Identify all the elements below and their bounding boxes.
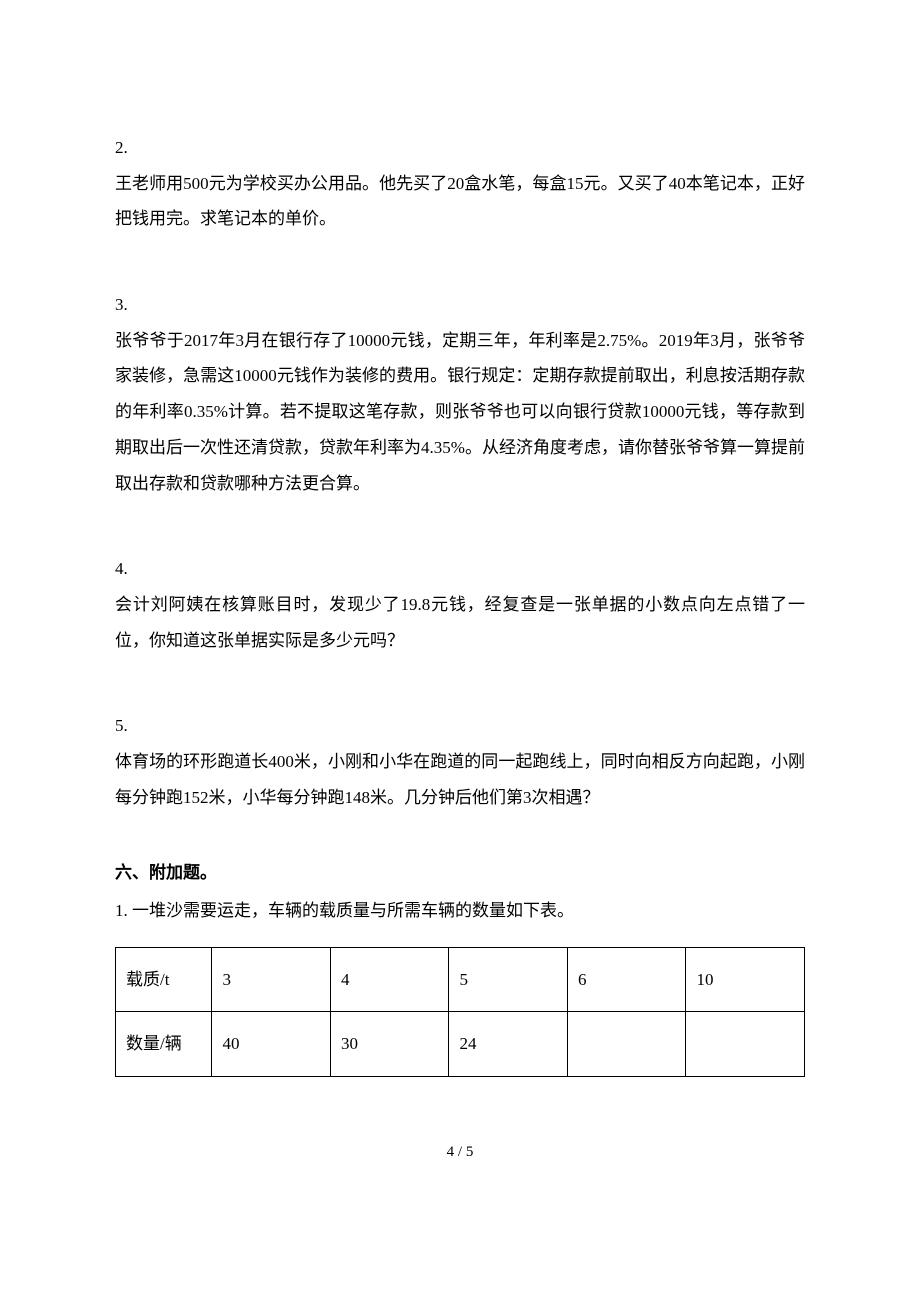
question-3-body: 张爷爷于2017年3月在银行存了10000元钱，定期三年，年利率是2.75%。2… [115,323,805,501]
question-4-body: 会计刘阿姨在核算账目时，发现少了19.8元钱，经复查是一张单据的小数点向左点错了… [115,587,805,658]
row2-label: 数量/辆 [116,1012,212,1077]
page-footer: 4 / 5 [115,1137,805,1169]
table-cell: 5 [449,947,568,1012]
table-cell [567,1012,686,1077]
table-cell: 40 [212,1012,331,1077]
table-cell: 24 [449,1012,568,1077]
question-2-number: 2. [115,130,805,166]
table-cell: 4 [330,947,449,1012]
question-5-body: 体育场的环形跑道长400米，小刚和小华在跑道的同一起跑线上，同时向相反方向起跑，… [115,744,805,815]
table-row: 数量/辆 40 30 24 [116,1012,805,1077]
table-cell: 30 [330,1012,449,1077]
question-3-number: 3. [115,287,805,323]
table-cell: 10 [686,947,805,1012]
row1-label: 载质/t [116,947,212,1012]
table-cell [686,1012,805,1077]
load-quantity-table: 载质/t 3 4 5 6 10 数量/辆 40 30 24 [115,947,805,1077]
question-4-number: 4. [115,551,805,587]
section-6-heading: 六、附加题。 [115,855,805,891]
question-2-body: 王老师用500元为学校买办公用品。他先买了20盒水笔，每盒15元。又买了40本笔… [115,166,805,237]
question-2: 2. 王老师用500元为学校买办公用品。他先买了20盒水笔，每盒15元。又买了4… [115,130,805,237]
table-row: 载质/t 3 4 5 6 10 [116,947,805,1012]
question-4: 4. 会计刘阿姨在核算账目时，发现少了19.8元钱，经复查是一张单据的小数点向左… [115,551,805,658]
question-3: 3. 张爷爷于2017年3月在银行存了10000元钱，定期三年，年利率是2.75… [115,287,805,501]
question-5-number: 5. [115,708,805,744]
section-6: 六、附加题。 1. 一堆沙需要运走，车辆的载质量与所需车辆的数量如下表。 载质/… [115,855,805,1077]
question-5: 5. 体育场的环形跑道长400米，小刚和小华在跑道的同一起跑线上，同时向相反方向… [115,708,805,815]
section-6-sub1: 1. 一堆沙需要运走，车辆的载质量与所需车辆的数量如下表。 [115,893,805,929]
table-cell: 3 [212,947,331,1012]
table-cell: 6 [567,947,686,1012]
